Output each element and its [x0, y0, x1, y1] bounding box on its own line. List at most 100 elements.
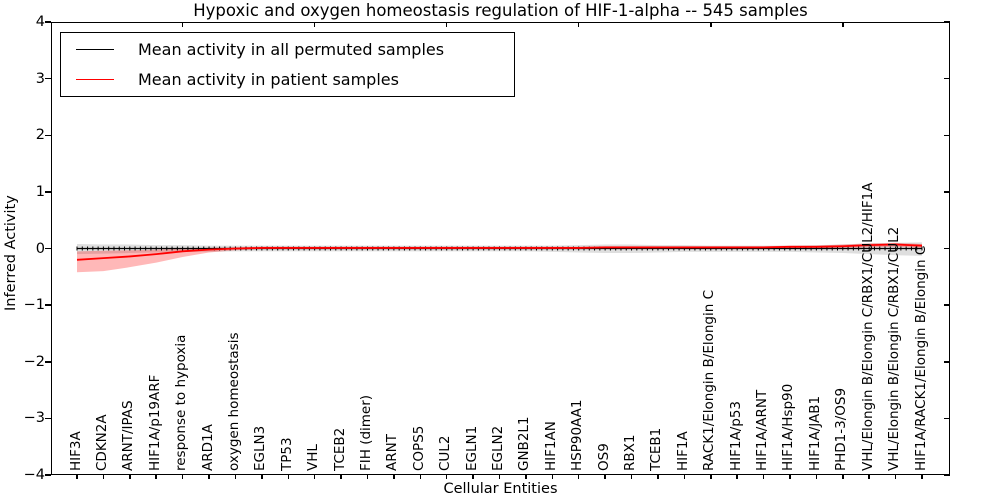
y-axis-tick-right	[944, 134, 950, 136]
x-axis-tick-top	[710, 22, 712, 27]
x-axis-tick-top	[445, 22, 448, 27]
y-axis-tick-left	[45, 361, 51, 363]
legend-label: Mean activity in all permuted samples	[138, 39, 445, 59]
y-axis-tick-left	[45, 474, 51, 476]
legend-label: Mean activity in patient samples	[138, 70, 399, 90]
x-category-label: VHL	[305, 444, 322, 471]
x-axis-tick-top	[577, 22, 580, 27]
x-category-label: ARD1A	[199, 424, 216, 471]
x-axis-label: Cellular Entities	[443, 481, 558, 497]
x-category-label: PHD1-3/OS9	[833, 387, 850, 471]
x-category-label: RACK1/Elongin B/Elongin C	[701, 289, 718, 471]
x-category-label: response to hypoxia	[173, 334, 190, 471]
x-category-label: ARNT	[384, 434, 401, 471]
x-category-label: HIF1A	[674, 431, 691, 471]
y-tick-label: −4	[23, 467, 45, 483]
x-category-label: HIF1A/Hsp90	[780, 383, 797, 471]
x-category-label: HIF1A/p53	[727, 400, 744, 471]
x-axis-tick-bottom	[551, 475, 554, 479]
y-axis-tick-right	[944, 21, 950, 23]
x-category-label: GNB2L1	[516, 416, 533, 471]
x-axis-tick-bottom	[76, 475, 78, 479]
x-axis-tick-bottom	[287, 475, 289, 479]
x-axis-tick-bottom	[340, 475, 342, 479]
x-category-label: TP53	[278, 437, 295, 471]
x-axis-tick-bottom	[208, 475, 210, 479]
x-axis-tick-bottom	[525, 475, 527, 479]
x-category-label: CUL2	[437, 435, 454, 471]
x-category-label: ARNT/IPAS	[120, 400, 137, 471]
y-axis-tick-left	[45, 417, 51, 420]
x-category-label: HIF3A	[67, 431, 84, 471]
y-axis-tick-left	[45, 247, 51, 250]
x-category-label: HIF1AN	[542, 421, 559, 471]
black-line-sample-icon	[76, 48, 114, 50]
x-axis-tick-bottom	[789, 475, 791, 479]
x-axis-tick-bottom	[815, 475, 818, 479]
y-tick-label: −1	[23, 297, 45, 314]
x-axis-tick-bottom	[842, 475, 844, 479]
x-axis-tick-bottom	[102, 475, 105, 479]
x-category-label: TCEB1	[648, 427, 665, 471]
x-category-label: FIH (dimer)	[357, 394, 374, 471]
x-category-label: HIF1A/p19ARF	[146, 374, 163, 471]
x-category-label: TCEB2	[331, 427, 348, 471]
x-axis-tick-bottom	[921, 475, 923, 479]
x-axis-tick-top	[313, 22, 316, 27]
x-axis-tick-bottom	[762, 475, 765, 479]
legend-item-permuted: Mean activity in all permuted samples	[61, 35, 514, 64]
y-axis-tick-left	[45, 191, 51, 193]
x-category-label: EGLN1	[463, 425, 480, 471]
x-axis-tick-top	[181, 22, 184, 27]
y-axis-tick-right	[944, 417, 950, 420]
x-category-label: COPS5	[410, 425, 427, 471]
y-axis-tick-right	[944, 191, 950, 193]
patient-mean-line	[76, 243, 923, 261]
x-category-label: HIF1A/ARNT	[754, 389, 771, 471]
x-axis-tick-bottom	[894, 475, 897, 479]
y-tick-label: 1	[35, 183, 45, 200]
x-axis-tick-bottom	[313, 475, 316, 479]
x-axis-tick-bottom	[234, 475, 237, 479]
y-axis-tick-right	[944, 304, 950, 306]
x-category-label: HIF1A/RACK1/Elongin B/Elongin C	[912, 245, 929, 471]
y-tick-label: −2	[23, 353, 45, 370]
x-axis-tick-bottom	[261, 475, 263, 479]
y-tick-label: 4	[35, 14, 45, 30]
y-axis-tick-left	[45, 134, 51, 136]
x-axis-tick-bottom	[445, 475, 448, 479]
x-axis-tick-bottom	[472, 475, 474, 479]
y-axis-tick-right	[944, 474, 950, 476]
y-axis-tick-right	[944, 247, 950, 250]
y-axis-tick-right	[944, 361, 950, 363]
y-tick-label: 2	[35, 127, 45, 144]
x-axis-tick-top	[842, 22, 844, 27]
y-tick-label: 0	[35, 240, 45, 257]
red-line-sample-icon	[76, 79, 114, 81]
x-axis-tick-bottom	[657, 475, 659, 479]
x-axis-tick-bottom	[498, 475, 501, 479]
x-category-label: VHL/Elongin B/Elongin C/RBX1/CUL2	[886, 226, 903, 471]
x-axis-tick-bottom	[155, 475, 157, 479]
x-category-label: HSP90AA1	[569, 399, 586, 471]
x-axis-tick-bottom	[683, 475, 686, 479]
x-axis-tick-bottom	[868, 475, 870, 479]
x-category-label: OS9	[595, 443, 612, 471]
y-axis-tick-right	[944, 77, 950, 80]
x-axis-tick-bottom	[604, 475, 606, 479]
x-category-label: HIF1A/JAB1	[806, 395, 823, 471]
x-axis-tick-bottom	[736, 475, 738, 479]
y-tick-label: 3	[35, 70, 45, 87]
x-axis-tick-bottom	[710, 475, 712, 479]
legend-item-patient: Mean activity in patient samples	[61, 65, 514, 94]
x-axis-tick-bottom	[577, 475, 580, 479]
x-category-label: VHL/Elongin B/Elongin C/RBX1/CUL2/HIF1A	[859, 182, 876, 471]
legend-box: Mean activity in all permuted samples Me…	[60, 32, 515, 97]
x-axis-tick-bottom	[129, 475, 131, 479]
y-tick-label: −3	[23, 410, 45, 427]
x-axis-tick-bottom	[181, 475, 184, 479]
x-axis-tick-bottom	[393, 475, 395, 479]
x-category-label: RBX1	[622, 434, 639, 471]
